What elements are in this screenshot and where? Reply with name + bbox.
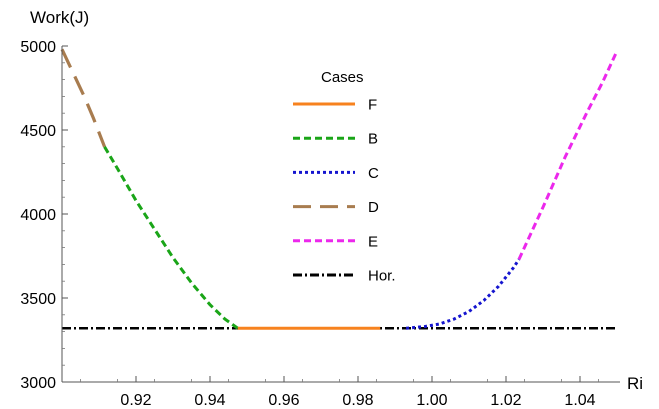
x-tick-label: 1.04 bbox=[564, 392, 595, 409]
x-tick-label: 1.00 bbox=[416, 392, 447, 409]
y-tick-label: 4000 bbox=[20, 207, 56, 224]
x-tick-label: 0.94 bbox=[194, 392, 225, 409]
series-line-e bbox=[517, 50, 619, 260]
y-tick-label: 5000 bbox=[20, 39, 56, 56]
plot-lines bbox=[60, 48, 619, 330]
x-tick-label: 0.96 bbox=[268, 392, 299, 409]
axis-ticks: 0.92 0.94 0.96 0.98 1.00 1.02 1.04 3000 3500 4000… bbox=[20, 39, 599, 409]
x-tick-label: 1.02 bbox=[490, 392, 521, 409]
x-tick-label: 0.92 bbox=[120, 392, 151, 409]
y-tick-label: 3000 bbox=[20, 375, 56, 392]
legend-label: C bbox=[368, 165, 379, 182]
legend-label: E bbox=[368, 233, 378, 250]
legend-title: Cases bbox=[321, 69, 364, 86]
x-tick-label: 0.98 bbox=[342, 392, 373, 409]
y-tick-label: 4500 bbox=[20, 123, 56, 140]
legend-label: B bbox=[368, 131, 378, 148]
series-line-d bbox=[60, 48, 107, 148]
x-axis-title: Ri bbox=[627, 374, 643, 393]
y-tick-label: 3500 bbox=[20, 291, 56, 308]
y-axis-title: Work(J) bbox=[30, 8, 89, 27]
series-line-b bbox=[103, 146, 239, 330]
legend-label: D bbox=[368, 199, 379, 216]
legend-label: Hor. bbox=[368, 268, 396, 285]
legend-label: F bbox=[368, 97, 377, 114]
series-line-c bbox=[405, 258, 521, 330]
